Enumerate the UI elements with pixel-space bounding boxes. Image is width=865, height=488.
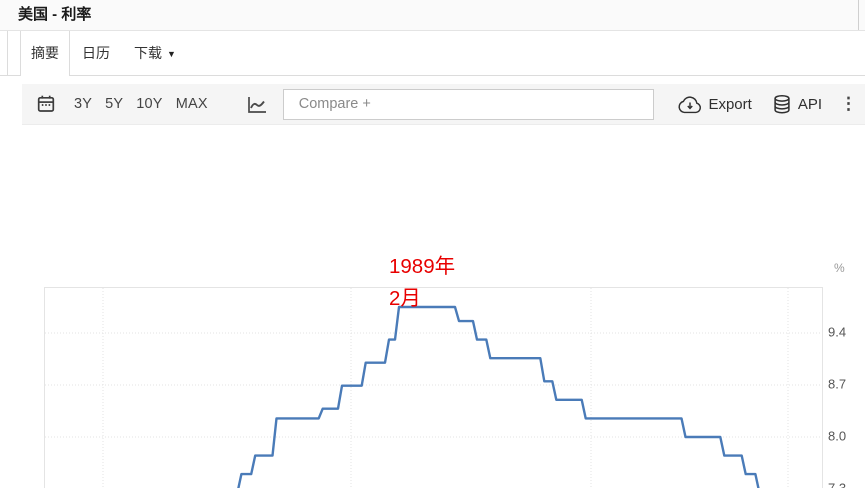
compare-input[interactable]: [282, 88, 654, 120]
scrollbar-edge: [858, 0, 859, 30]
range-buttons: 3Y 5Y 10Y MAX: [74, 96, 208, 112]
chevron-down-icon: ▼: [167, 49, 176, 59]
page-title: 美国 - 利率: [18, 6, 92, 23]
tab-download-label: 下载: [134, 45, 162, 61]
y-tick: 8.0: [828, 428, 847, 444]
peak-annotation: 1989年 2月: [389, 251, 455, 315]
range-button-10y[interactable]: 10Y: [136, 96, 163, 112]
annotation-line2: 2月: [389, 287, 421, 310]
chart-toolbar: 3Y 5Y 10Y MAX Export: [22, 84, 865, 125]
export-label: Export: [708, 95, 752, 113]
annotation-line1: 1989年: [389, 255, 456, 278]
line-chart-icon[interactable]: [245, 93, 268, 116]
y-tick: 8.7: [828, 376, 847, 392]
range-button-max[interactable]: MAX: [175, 96, 208, 112]
toolbar-right: Export API ⋮: [678, 94, 865, 115]
y-tick: 9.4: [828, 324, 847, 340]
api-label: API: [797, 95, 822, 113]
tab-calendar[interactable]: 日历: [82, 45, 110, 61]
range-button-5y[interactable]: 5Y: [105, 96, 124, 112]
calendar-icon[interactable]: [36, 94, 56, 114]
y-axis-unit: %: [834, 261, 845, 275]
cloud-download-icon: [678, 95, 702, 114]
api-button[interactable]: API: [772, 94, 822, 115]
plot-svg: [45, 288, 822, 488]
tab-strip: 摘要 日历 下载 ▼: [7, 31, 188, 76]
tab-bar: 摘要 日历 下载 ▼: [0, 31, 865, 76]
database-icon: [772, 94, 792, 115]
kebab-menu-button[interactable]: ⋮: [840, 94, 857, 113]
y-tick: 7.3: [828, 480, 847, 488]
chart-area: 1989年 2月 % 9.4 8.7 8.0 7.3 6.6 1988 1989…: [0, 125, 865, 488]
export-button[interactable]: Export: [678, 95, 752, 114]
title-bar: 美国 - 利率: [0, 0, 865, 31]
tab-summary[interactable]: 摘要: [20, 31, 70, 76]
plot-area[interactable]: [44, 287, 823, 488]
range-button-3y[interactable]: 3Y: [74, 96, 93, 112]
tab-download[interactable]: 下载 ▼: [122, 31, 188, 76]
chart-line: [237, 305, 760, 488]
